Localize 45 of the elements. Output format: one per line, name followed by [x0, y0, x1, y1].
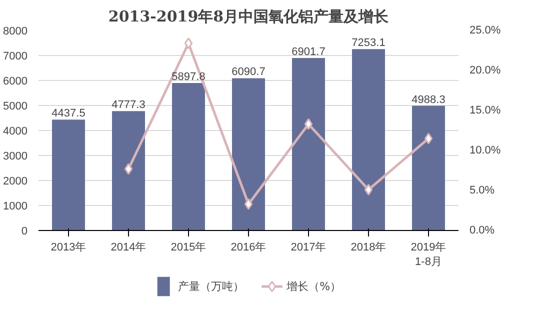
y-tick-label: 3000: [3, 150, 28, 162]
y2-tick-label: 20.0%: [470, 64, 501, 76]
x-tick-label: 2015年: [170, 242, 206, 254]
bar: [412, 106, 445, 230]
data-label: 5897.8: [172, 71, 206, 84]
point: [424, 132, 433, 144]
bar: [232, 78, 265, 230]
data-label: 6901.7: [292, 46, 326, 58]
chart-title: 2013-2019年8月中国氧化铝产量及增长: [108, 8, 390, 26]
legend-label: 增长（%）: [286, 280, 342, 293]
x-tick-label: 2016年: [230, 242, 266, 254]
x-tick-label: 2013年: [50, 242, 86, 254]
bar: [52, 120, 85, 230]
point: [124, 163, 133, 175]
legend-label: 产量（万吨）: [178, 280, 244, 293]
x-tick-label: 2014年: [110, 242, 146, 254]
y-tick-label: 2000: [3, 176, 28, 188]
x-tick-label: 2017年: [290, 242, 326, 254]
point: [184, 38, 193, 50]
y-tick-label: 5000: [3, 100, 28, 112]
bar: [172, 83, 205, 230]
y-tick-label: 8000: [3, 26, 28, 38]
y-tick-label: 6000: [3, 76, 28, 88]
point: [304, 118, 313, 130]
y2-tick-label: 5.0%: [470, 184, 495, 196]
data-label: 4777.3: [112, 99, 146, 112]
y2-tick-label: 10.0%: [470, 144, 501, 156]
bar: [352, 49, 385, 230]
y-tick-label: 4000: [3, 126, 28, 138]
bar: [292, 58, 325, 230]
y2-tick-label: 0.0%: [470, 224, 495, 236]
bar: [112, 111, 145, 230]
y-tick-label: 1000: [3, 200, 28, 212]
y2-tick-label: 25.0%: [470, 24, 501, 36]
data-label: 4437.5: [52, 108, 86, 120]
y-tick-label: 7000: [3, 50, 28, 62]
x-tick-label: 2019年 1-8月: [410, 242, 446, 268]
x-tick-label: 2018年: [350, 242, 386, 254]
data-label: 6090.7: [232, 66, 266, 78]
point: [244, 198, 253, 210]
y-tick-label: 0: [21, 226, 28, 238]
y2-tick-label: 15.0%: [470, 104, 501, 116]
data-label: 4988.3: [412, 94, 446, 106]
data-label: 7253.1: [352, 37, 386, 50]
point: [364, 184, 373, 196]
